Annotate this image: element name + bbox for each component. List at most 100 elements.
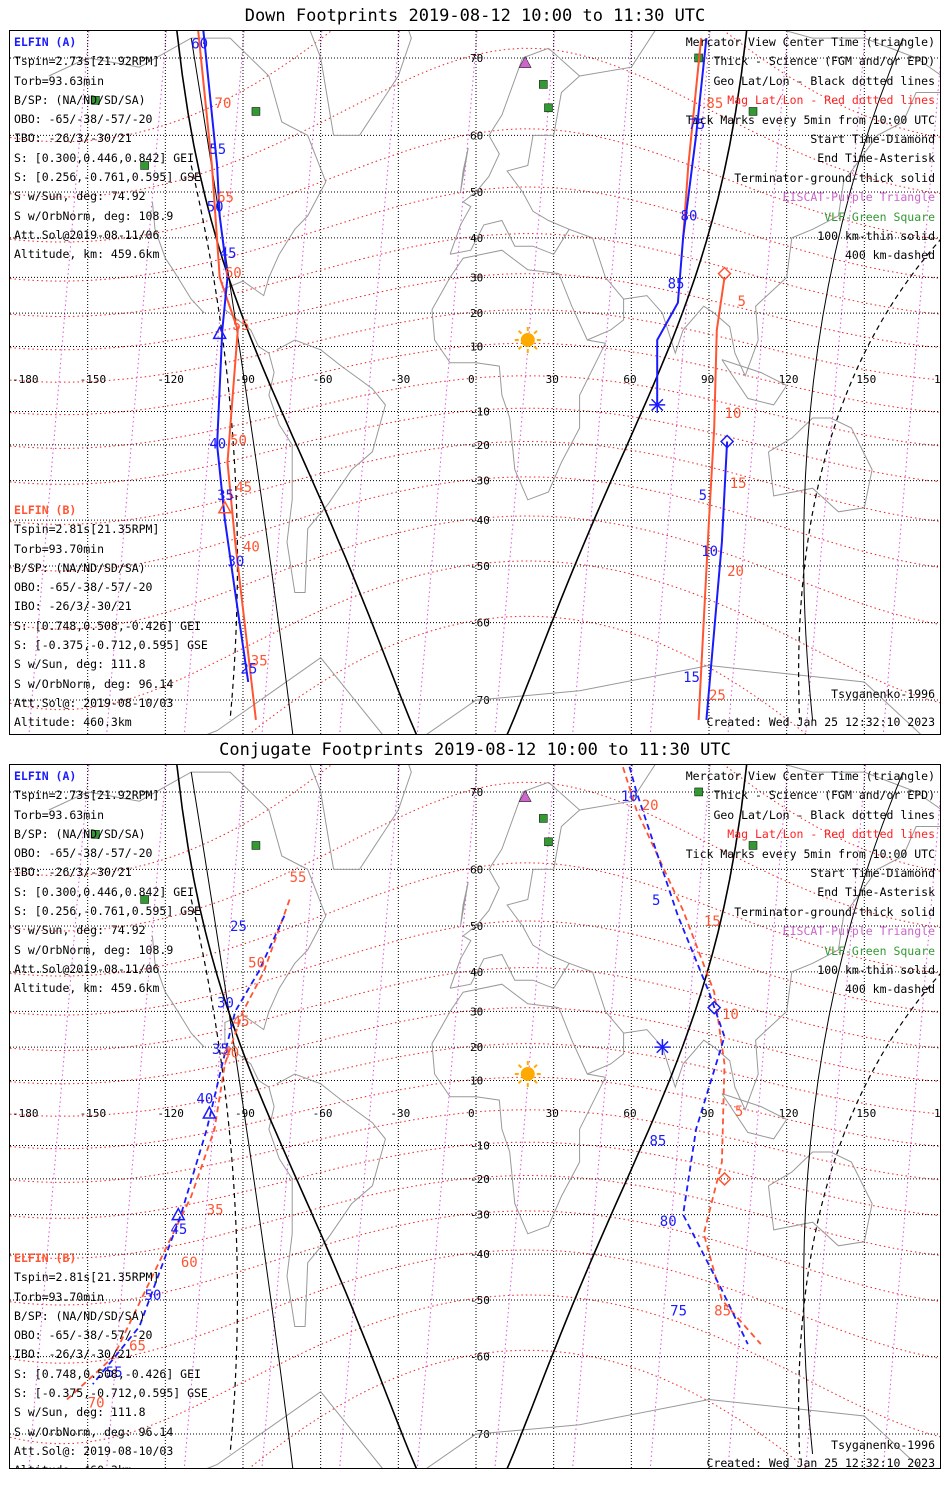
info-line: OBO: -65/-38/-57/-20 <box>14 1328 153 1343</box>
lat-tick-label: 50 <box>470 920 483 933</box>
info-line: OBO: -65/-38/-57/-20 <box>14 846 153 861</box>
start-diamond-icon <box>717 1171 732 1186</box>
created-label: Created: Wed Jan 25 12:32:10 2023 <box>706 1456 935 1469</box>
lon-tick-label: -90 <box>235 373 255 386</box>
lat-tick-label: -40 <box>470 1248 490 1261</box>
probe-b-tick-label: 40 <box>222 1045 239 1061</box>
legend-item: End Time-Asterisk <box>817 885 935 900</box>
panel-2-title: Conjugate Footprints 2019-08-12 10:00 to… <box>219 740 731 760</box>
probe-b-tick-label: 15 <box>704 914 721 930</box>
dashed-400km-line <box>190 165 239 720</box>
probe-b-tick-label: 45 <box>235 480 252 496</box>
sun-ray <box>533 345 538 350</box>
mag-lon-line <box>106 31 167 734</box>
lon-tick-label: 60 <box>623 1107 636 1120</box>
probe-a-info: ELFIN (A) Tspin=2.73s[21.92RPM] Torb=93.6… <box>14 767 201 999</box>
panel-1-title: Down Footprints 2019-08-12 10:00 to 11:3… <box>244 6 706 26</box>
lon-tick-label: -60 <box>313 1107 333 1120</box>
lat-tick-label: -70 <box>470 1428 490 1441</box>
map-legend: Mercator View Center Time (triangle) Thic… <box>686 767 935 1000</box>
lat-tick-label: -20 <box>470 439 490 452</box>
mag-lon-line <box>28 765 90 1468</box>
info-line: S w/Sun, deg: 74.92 <box>14 189 146 204</box>
info-line: B/SP: (NA/ND/SD/SA) <box>14 560 146 575</box>
coastline <box>460 881 469 927</box>
lat-tick-label: -10 <box>470 1139 490 1152</box>
probe-a-tick-label: 50 <box>145 1288 162 1304</box>
vlf-square-icon <box>140 161 149 170</box>
probe-b-lines: Tspin=2.81s[21.35RPM] Torb=93.70min B/SP: … <box>14 520 208 732</box>
probe-b-track <box>66 899 291 1401</box>
info-line: IBO: -26/3/-30/21 <box>14 131 132 146</box>
probe-a-tick-label: 25 <box>230 919 247 935</box>
coastline <box>206 657 383 734</box>
lon-tick-label: 60 <box>623 373 636 386</box>
end-asterisk-icon <box>651 398 664 412</box>
probe-a-lines: Tspin=2.73s[21.92RPM] Torb=93.63min B/SP: … <box>14 786 201 998</box>
probe-a-tick-label: 45 <box>220 246 237 262</box>
legend-item: EISCAT-Purple Triangle <box>782 924 935 939</box>
probe-b-lines: Tspin=2.81s[21.35RPM] Torb=93.70min B/SP: … <box>14 1268 208 1468</box>
probe-a-track <box>705 441 729 720</box>
lat-tick-label: 60 <box>470 863 483 876</box>
probe-a-tick-label: 80 <box>681 208 698 224</box>
lon-tick-label: -180 <box>12 1107 39 1120</box>
lon-tick-label: -120 <box>157 1107 184 1120</box>
map-canvas: -180 -150 -120 -90 -60 -30 0 30 60 90 120 150 180 70 6… <box>10 765 940 1468</box>
info-line: Tspin=2.81s[21.35RPM] <box>14 1270 160 1285</box>
info-line: B/SP: (NA/ND/SD/SA) <box>14 92 146 107</box>
eiscat-triangle-icon <box>518 790 532 802</box>
coastline <box>431 983 607 1235</box>
lat-tick-label: 60 <box>470 129 483 142</box>
probe-a-tick-label: 30 <box>217 996 234 1012</box>
mag-lon-line <box>494 31 556 734</box>
mag-lat-line <box>248 615 807 734</box>
coastline <box>768 1151 873 1247</box>
lon-tick-label: 150 <box>856 373 876 386</box>
info-line: Altitude, km: 459.6km <box>14 247 160 262</box>
mag-lon-line <box>339 765 400 1468</box>
info-line: Att.Sol@2019-08-11/06 <box>14 227 160 242</box>
info-line: Torb=93.63min <box>14 807 105 822</box>
info-line: S w/OrbNorm, deg: 108.9 <box>14 208 174 223</box>
lon-tick-label: 180 <box>934 373 941 386</box>
sun-icon <box>520 1066 535 1081</box>
probe-a-tick-label: 40 <box>196 1091 213 1107</box>
lon-tick-label: 0 <box>468 373 475 386</box>
probe-a-tick-label: 35 <box>217 488 234 504</box>
legend-item: Mag Lat/Lon - Red dotted lines <box>727 93 935 108</box>
mag-lat-line <box>10 375 940 449</box>
mag-lat-line <box>10 342 940 416</box>
coastline <box>426 1398 922 1468</box>
probe-b-tick-label: 40 <box>243 539 260 555</box>
info-line: Torb=93.70min <box>14 1289 105 1304</box>
probe-a-tick-label: 50 <box>207 199 224 215</box>
mag-lat-line <box>10 1076 940 1150</box>
model-label: Tsyganenko-1996 <box>831 687 935 701</box>
info-line: Altitude, km: 459.6km <box>14 981 160 996</box>
mag-lon-line <box>572 31 633 734</box>
coastline <box>48 37 386 593</box>
down-footprints-panel: -180 -150 -120 -90 -60 -30 0 30 60 90 120 150 180 70 6… <box>9 30 941 735</box>
info-line: Torb=93.63min <box>14 73 105 88</box>
probe-a-tick-label: 45 <box>171 1222 188 1238</box>
legend-item: Mag Lat/Lon - Red dotted lines <box>727 827 935 842</box>
probe-b-tick-label: 70 <box>215 96 232 112</box>
coastline <box>721 359 788 406</box>
probe-a-tick-label: 10 <box>701 544 718 560</box>
info-line: S w/OrbNorm, deg: 96.14 <box>14 1424 174 1439</box>
lat-tick-label: -40 <box>470 514 490 527</box>
coastline <box>721 1093 788 1140</box>
sun-ray <box>533 330 538 335</box>
info-line: IBO: -26/3/-30/21 <box>14 599 132 614</box>
probe-b-tick-label: 20 <box>642 798 659 814</box>
created-label: Created: Wed Jan 25 12:32:10 2023 <box>706 715 935 729</box>
probe-a-tick-label: 55 <box>106 1365 123 1381</box>
info-line: S: [0.748,0.508,-0.426] GEI <box>14 618 201 633</box>
probe-b-tick-label: 10 <box>722 1007 739 1023</box>
start-diamond-icon <box>707 1000 722 1015</box>
info-line: S w/Sun, deg: 111.8 <box>14 657 146 672</box>
mag-lon-line <box>572 765 633 1468</box>
lat-tick-label: -10 <box>470 405 490 418</box>
probe-a-lines: Tspin=2.73s[21.92RPM] Torb=93.63min B/SP: … <box>14 52 201 264</box>
